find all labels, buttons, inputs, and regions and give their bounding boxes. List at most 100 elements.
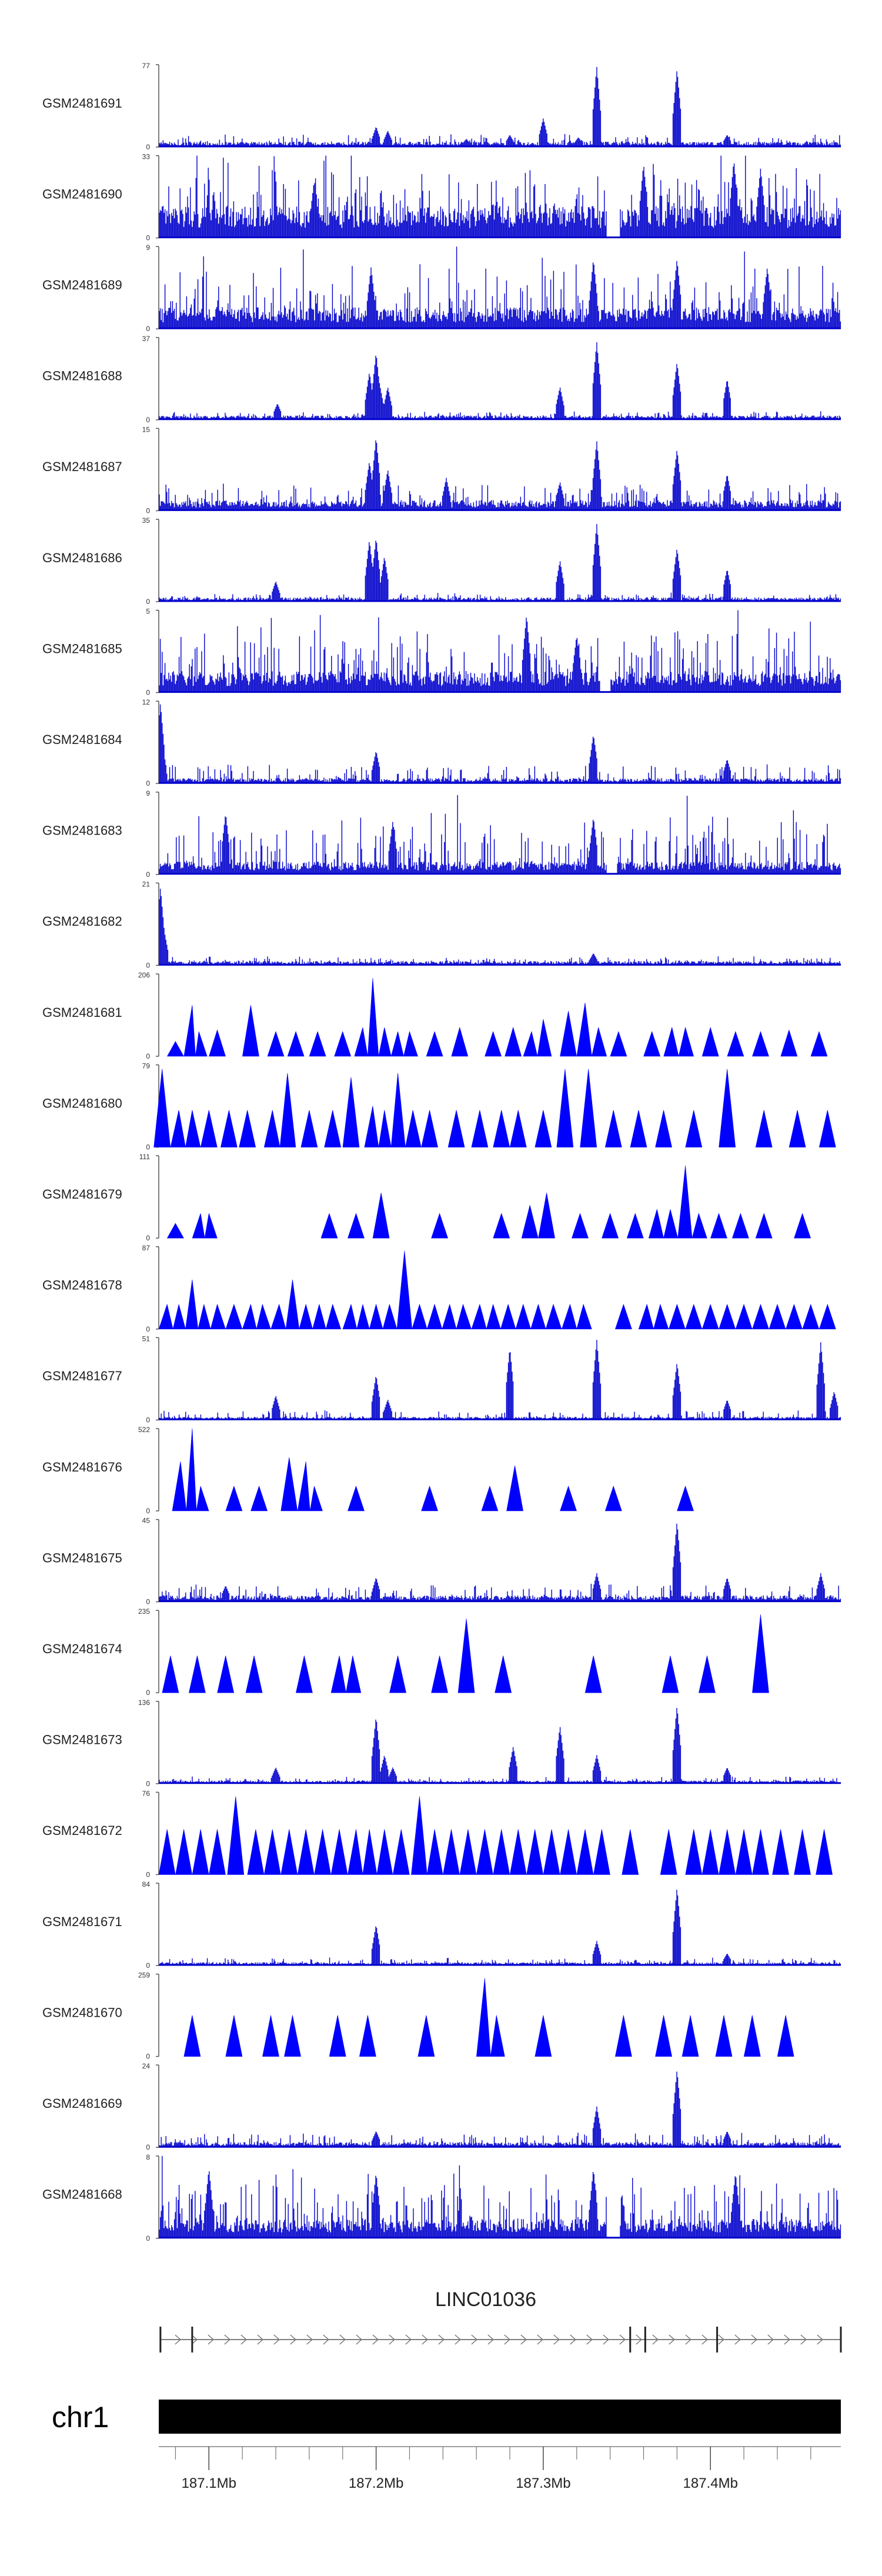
track-ymax-label: 136 bbox=[138, 1699, 150, 1707]
data-tracks: GSM2481691770GSM2481690330GSM248168990GS… bbox=[42, 62, 841, 2243]
signal-bars bbox=[159, 1890, 841, 1966]
chromosome-band bbox=[159, 2400, 841, 2434]
chromosome-ideogram: chr1 bbox=[52, 2400, 841, 2434]
strand-arrow bbox=[685, 2334, 691, 2345]
track-ymax-label: 522 bbox=[138, 1426, 150, 1434]
track-ymin-label: 0 bbox=[146, 870, 150, 879]
strand-arrow bbox=[372, 2334, 379, 2345]
track-name-label: GSM2481671 bbox=[42, 1914, 122, 1929]
signal-area bbox=[162, 1614, 769, 1693]
track-GSM2481669: GSM2481669 24 0 bbox=[42, 2062, 841, 2151]
strand-arrow bbox=[306, 2334, 313, 2345]
track-ymin-label: 0 bbox=[146, 1325, 150, 1333]
signal-bars bbox=[159, 610, 841, 693]
track-ymin-label: 0 bbox=[146, 689, 150, 697]
strand-arrow bbox=[504, 2334, 510, 2345]
track-GSM2481690: GSM2481690 33 0 bbox=[42, 153, 841, 242]
strand-arrow bbox=[175, 2334, 181, 2345]
track-name-label: GSM2481678 bbox=[42, 1278, 122, 1293]
track-name-label: GSM2481687 bbox=[42, 459, 122, 474]
axis-tick-label: 187.3Mb bbox=[516, 2475, 570, 2491]
track-GSM2481691: GSM2481691 77 0 bbox=[42, 62, 841, 151]
signal-bars bbox=[159, 246, 841, 329]
track-name-label: GSM2481683 bbox=[42, 823, 122, 838]
track-name-label: GSM2481672 bbox=[42, 1823, 122, 1838]
track-ymax-label: 79 bbox=[142, 1062, 151, 1070]
track-ymax-label: 37 bbox=[142, 335, 151, 343]
signal-bars bbox=[159, 155, 841, 238]
track-GSM2481685: GSM2481685 5 0 bbox=[42, 608, 841, 697]
track-ymin-label: 0 bbox=[146, 2053, 150, 2061]
signal-bars bbox=[159, 704, 841, 784]
track-GSM2481670: GSM2481670 259 0 bbox=[42, 1971, 794, 2061]
track-ymax-label: 35 bbox=[142, 516, 151, 525]
strand-arrow bbox=[191, 2334, 198, 2345]
track-name-label: GSM2481673 bbox=[42, 1733, 122, 1747]
track-ymin-label: 0 bbox=[146, 779, 150, 788]
strand-arrow bbox=[520, 2334, 527, 2345]
track-GSM2481673: GSM2481673 136 0 bbox=[42, 1699, 841, 1788]
gene-label: LINC01036 bbox=[435, 2288, 536, 2311]
signal-area bbox=[172, 1428, 694, 1511]
strand-arrow bbox=[487, 2334, 494, 2345]
track-GSM2481688: GSM2481688 37 0 bbox=[42, 335, 841, 424]
signal-area bbox=[166, 977, 828, 1057]
track-name-label: GSM2481685 bbox=[42, 641, 122, 656]
track-ymax-label: 12 bbox=[142, 698, 151, 706]
track-GSM2481680: GSM2481680 79 0 bbox=[42, 1062, 836, 1152]
gene-track: LINC01036 bbox=[159, 2288, 842, 2353]
track-ymin-label: 0 bbox=[146, 1870, 150, 1878]
signal-bars bbox=[159, 440, 841, 511]
track-GSM2481677: GSM2481677 51 0 bbox=[42, 1334, 841, 1424]
track-GSM2481668: GSM2481668 8 0 bbox=[42, 2153, 841, 2243]
strand-arrow bbox=[208, 2334, 214, 2345]
track-ymax-label: 77 bbox=[142, 62, 151, 70]
track-ymax-label: 259 bbox=[138, 1971, 150, 1980]
strand-arrow bbox=[636, 2334, 642, 2345]
signal-bars bbox=[159, 66, 841, 147]
strand-arrow bbox=[817, 2334, 823, 2345]
track-GSM2481684: GSM2481684 12 0 bbox=[42, 698, 841, 788]
signal-area bbox=[158, 1250, 836, 1330]
axis-tick-label: 187.2Mb bbox=[349, 2475, 403, 2491]
strand-arrow bbox=[603, 2334, 609, 2345]
track-GSM2481672: GSM2481672 76 0 bbox=[42, 1789, 833, 1878]
strand-arrow bbox=[224, 2334, 230, 2345]
genomic-axis: 187.1Mb 187.2Mb 187.3Mb 187.4Mb bbox=[159, 2446, 841, 2491]
strand-arrow bbox=[751, 2334, 757, 2345]
track-ymin-label: 0 bbox=[146, 234, 150, 242]
track-ymin-label: 0 bbox=[146, 598, 150, 606]
track-ymin-label: 0 bbox=[146, 1689, 150, 1697]
track-name-label: GSM2481688 bbox=[42, 369, 122, 383]
track-ymax-label: 24 bbox=[142, 2062, 151, 2070]
track-name-label: GSM2481690 bbox=[42, 186, 122, 201]
track-ymin-label: 0 bbox=[146, 1416, 150, 1424]
track-name-label: GSM2481689 bbox=[42, 278, 122, 292]
track-ymax-label: 8 bbox=[146, 2153, 150, 2161]
strand-arrow bbox=[389, 2334, 395, 2345]
track-GSM2481683: GSM2481683 9 0 bbox=[42, 789, 841, 879]
track-name-label: GSM2481677 bbox=[42, 1369, 122, 1383]
track-GSM2481689: GSM2481689 9 0 bbox=[42, 243, 841, 333]
signal-area bbox=[158, 1796, 833, 1875]
strand-arrow bbox=[240, 2334, 247, 2345]
track-GSM2481675: GSM2481675 45 0 bbox=[42, 1517, 841, 1606]
track-ymin-label: 0 bbox=[146, 143, 150, 151]
track-ymin-label: 0 bbox=[146, 1234, 150, 1242]
track-GSM2481682: GSM2481682 21 0 bbox=[42, 880, 841, 969]
track-GSM2481687: GSM2481687 15 0 bbox=[42, 425, 841, 515]
axis-tick-label: 187.1Mb bbox=[182, 2475, 236, 2491]
track-ymax-label: 33 bbox=[142, 153, 151, 161]
strand-arrow bbox=[619, 2334, 626, 2345]
strand-arrow bbox=[290, 2334, 296, 2345]
strand-arrow bbox=[422, 2334, 428, 2345]
track-ymax-label: 15 bbox=[142, 425, 151, 433]
track-ymin-label: 0 bbox=[146, 2143, 150, 2151]
track-ymin-label: 0 bbox=[146, 1052, 150, 1060]
track-ymin-label: 0 bbox=[146, 1598, 150, 1606]
track-name-label: GSM2481686 bbox=[42, 550, 122, 565]
track-name-label: GSM2481680 bbox=[42, 1096, 122, 1110]
strand-arrow bbox=[718, 2334, 724, 2345]
track-ymax-label: 9 bbox=[146, 789, 150, 798]
